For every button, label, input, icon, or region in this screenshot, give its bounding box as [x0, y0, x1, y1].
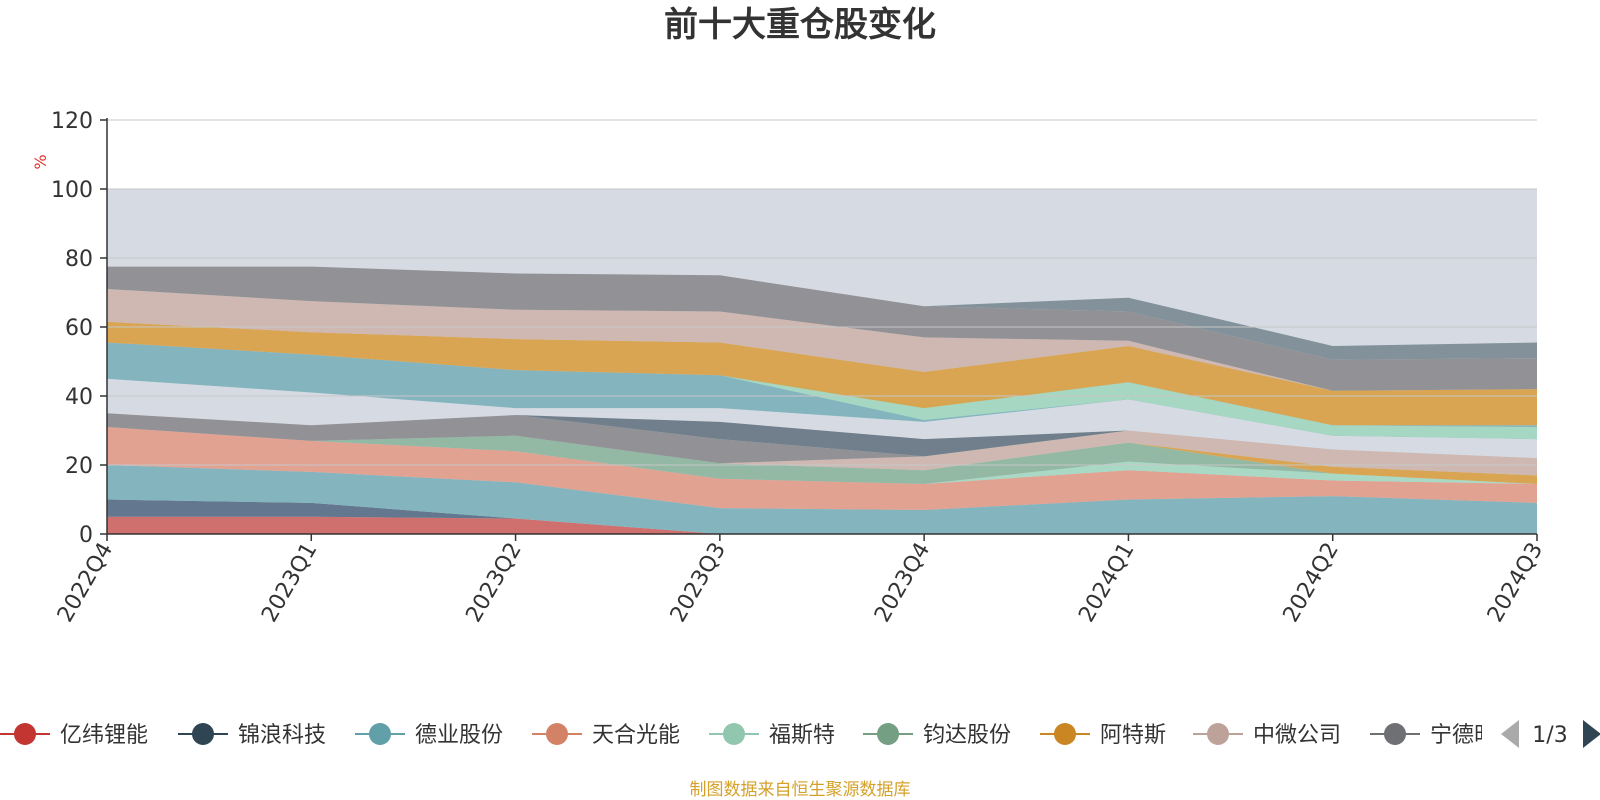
- legend-item[interactable]: 亿纬锂能: [0, 723, 148, 748]
- legend-item[interactable]: 天合光能: [532, 723, 680, 748]
- legend-prev-arrow-icon[interactable]: [1501, 720, 1519, 748]
- x-tick-label: 2022Q4: [53, 539, 118, 627]
- y-tick-label: 120: [51, 109, 93, 134]
- legend-label: 天合光能: [592, 723, 680, 748]
- legend-marker-icon: [723, 723, 745, 745]
- legend-item[interactable]: 宁德时代: [1370, 723, 1518, 748]
- area-series-0: [107, 516, 1537, 534]
- plot-area: [107, 189, 1537, 534]
- y-tick-label: 100: [51, 178, 93, 203]
- legend-page-indicator: 1/3: [1532, 723, 1567, 748]
- legend-item[interactable]: 中微公司: [1193, 723, 1341, 748]
- area-series-2: [107, 465, 1537, 534]
- y-tick-label: 40: [65, 385, 93, 410]
- legend-marker-icon: [877, 723, 899, 745]
- x-tick-label: 2023Q1: [257, 539, 322, 627]
- area-band-2: [107, 321, 1537, 426]
- x-tick-label: 2023Q2: [461, 539, 526, 627]
- legend-marker-icon: [369, 723, 391, 745]
- legend-marker-icon: [192, 723, 214, 745]
- area-band-5: [107, 266, 1537, 360]
- area-band-4: [107, 266, 1537, 391]
- y-tick-label: 60: [65, 316, 93, 341]
- legend-marker-icon: [546, 723, 568, 745]
- legend: 亿纬锂能 锦浪科技 德业股份 天合光能 福斯特 钧达股份 阿特斯 中微公司 宁德时代: [0, 723, 1518, 748]
- area-series-9: [107, 413, 1537, 459]
- y-tick-label: 80: [65, 247, 93, 272]
- legend-label: 宁德时代: [1430, 723, 1518, 748]
- x-tick-label: 2024Q2: [1279, 539, 1344, 627]
- legend-item[interactable]: 福斯特: [709, 723, 835, 748]
- x-tick-label: 2024Q3: [1483, 539, 1548, 627]
- area-series-5: [107, 427, 1537, 484]
- legend-item[interactable]: 锦浪科技: [178, 723, 326, 748]
- legend-items: 亿纬锂能 锦浪科技 德业股份 天合光能 福斯特 钧达股份 阿特斯 中微公司 宁德时代: [0, 723, 1518, 748]
- legend-marker-icon: [1384, 723, 1406, 745]
- legend-label: 阿特斯: [1100, 723, 1166, 748]
- gridlines: [107, 119, 1537, 466]
- legend-label: 中微公司: [1253, 723, 1341, 748]
- legend-marker-icon: [1207, 723, 1229, 745]
- y-axis-unit: %: [31, 154, 50, 169]
- area-series-7: [107, 427, 1537, 476]
- legend-marker-icon: [1054, 723, 1076, 745]
- x-tick-label: 2023Q4: [870, 539, 935, 627]
- footer-source: 制图数据来自恒生聚源数据库: [690, 780, 911, 800]
- x-tick-label: 2023Q3: [666, 539, 731, 627]
- legend-label: 福斯特: [769, 723, 835, 748]
- legend-item[interactable]: 阿特斯: [1040, 723, 1166, 748]
- legend-item[interactable]: 德业股份: [355, 723, 503, 748]
- chart-title: 前十大重仓股变化: [664, 5, 936, 45]
- legend-label: 锦浪科技: [238, 723, 326, 748]
- legend-label: 德业股份: [415, 723, 503, 748]
- legend-label: 钧达股份: [923, 723, 1011, 748]
- area-series-3: [107, 427, 1537, 510]
- legend-next-arrow-icon[interactable]: [1583, 720, 1600, 748]
- legend-label: 亿纬锂能: [60, 723, 148, 748]
- area-series-1: [107, 499, 1537, 534]
- x-tick-label: 2024Q1: [1074, 539, 1139, 627]
- legend-marker-icon: [14, 723, 36, 745]
- legend-pager: 1/3: [1501, 720, 1600, 748]
- area-series-8: [107, 413, 1537, 464]
- y-tick-label: 0: [79, 523, 93, 548]
- y-tick-label: 20: [65, 454, 93, 479]
- area-band-3: [107, 289, 1537, 391]
- area-series-4: [107, 427, 1537, 484]
- legend-item[interactable]: 钧达股份: [863, 723, 1011, 748]
- area-band-0: [107, 342, 1537, 440]
